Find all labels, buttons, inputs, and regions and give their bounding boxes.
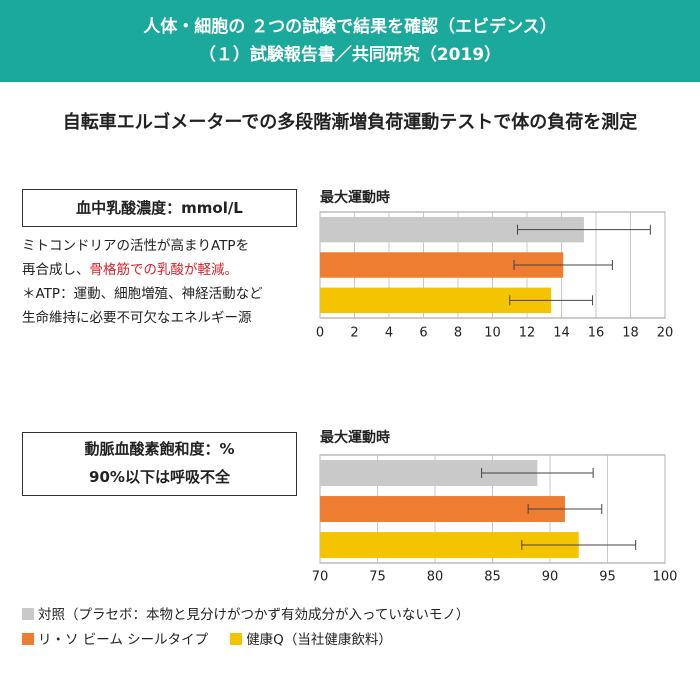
- legend-item: リ・ソ ビーム シールタイプ 健康Q（当社健康飲料）: [22, 628, 392, 648]
- legend-label: 対照（プラセボ：本物と見分けがつかず有効成分が入っていないモノ）: [38, 607, 470, 623]
- x-tick-label: 0: [316, 326, 324, 341]
- description-text: 再合成し、: [22, 262, 90, 278]
- legend-swatch: [22, 608, 34, 620]
- header-title: 人体・細胞の ２つの試験で結果を確認（エビデンス）: [143, 17, 557, 37]
- x-tick-label: 12: [519, 326, 536, 341]
- panel-label: 血中乳酸濃度：mmol/L: [22, 189, 297, 227]
- x-tick-label: 6: [419, 326, 427, 341]
- description-line: 再合成し、骨格筋での乳酸が軽減。: [22, 258, 263, 282]
- x-tick-label: 20: [657, 326, 674, 341]
- panel-description: ミトコンドリアの活性が高まりATPを 再合成し、骨格筋での乳酸が軽減。 ＊ATP…: [22, 234, 263, 330]
- legend-item: 対照（プラセボ：本物と見分けがつかず有効成分が入っていないモノ）: [22, 603, 469, 623]
- x-tick-label: 14: [553, 326, 570, 341]
- chart-title: 最大運動時: [320, 189, 390, 206]
- x-tick-label: 80: [427, 570, 444, 585]
- chart-title: 最大運動時: [320, 429, 390, 446]
- x-tick-label: 100: [653, 570, 678, 585]
- x-tick-label: 95: [599, 570, 616, 585]
- x-tick-label: 10: [484, 326, 501, 341]
- x-tick-label: 16: [588, 326, 605, 341]
- x-tick-label: 70: [312, 570, 329, 585]
- legend-swatch: [230, 633, 243, 645]
- description-line: ミトコンドリアの活性が高まりATPを: [22, 238, 250, 254]
- legend-swatch: [22, 633, 34, 645]
- header: 人体・細胞の ２つの試験で結果を確認（エビデンス） （１）試験報告書／共同研究（…: [0, 0, 700, 82]
- note-line: 生命維持に必要不可欠なエネルギー源: [22, 310, 252, 326]
- x-tick-label: 8: [454, 326, 462, 341]
- x-tick-label: 85: [484, 570, 501, 585]
- header-subtitle: （１）試験報告書／共同研究（2019）: [198, 45, 502, 65]
- label-line: 90%以下は呼吸不全: [89, 468, 230, 486]
- x-tick-label: 18: [622, 326, 639, 341]
- bar: [320, 496, 565, 522]
- label-line: 動脈血酸素飽和度：%: [84, 440, 235, 458]
- x-tick-label: 75: [369, 570, 386, 585]
- x-tick-label: 4: [385, 326, 393, 341]
- legend-label: 健康Q（当社健康飲料）: [246, 632, 392, 648]
- heading: 自転車エルゴメーターでの多段階漸増負荷運動テストで体の負荷を測定: [62, 112, 638, 133]
- legend-label: リ・ソ ビーム シールタイプ: [38, 632, 209, 648]
- x-tick-label: 90: [542, 570, 559, 585]
- description-highlight: 骨格筋での乳酸が軽減。: [89, 262, 239, 278]
- note-line: ＊ATP：運動、細胞増殖、神経活動など: [22, 286, 263, 302]
- x-tick-label: 2: [350, 326, 358, 341]
- panel-label: 動脈血酸素飽和度：% 90%以下は呼吸不全: [22, 432, 297, 496]
